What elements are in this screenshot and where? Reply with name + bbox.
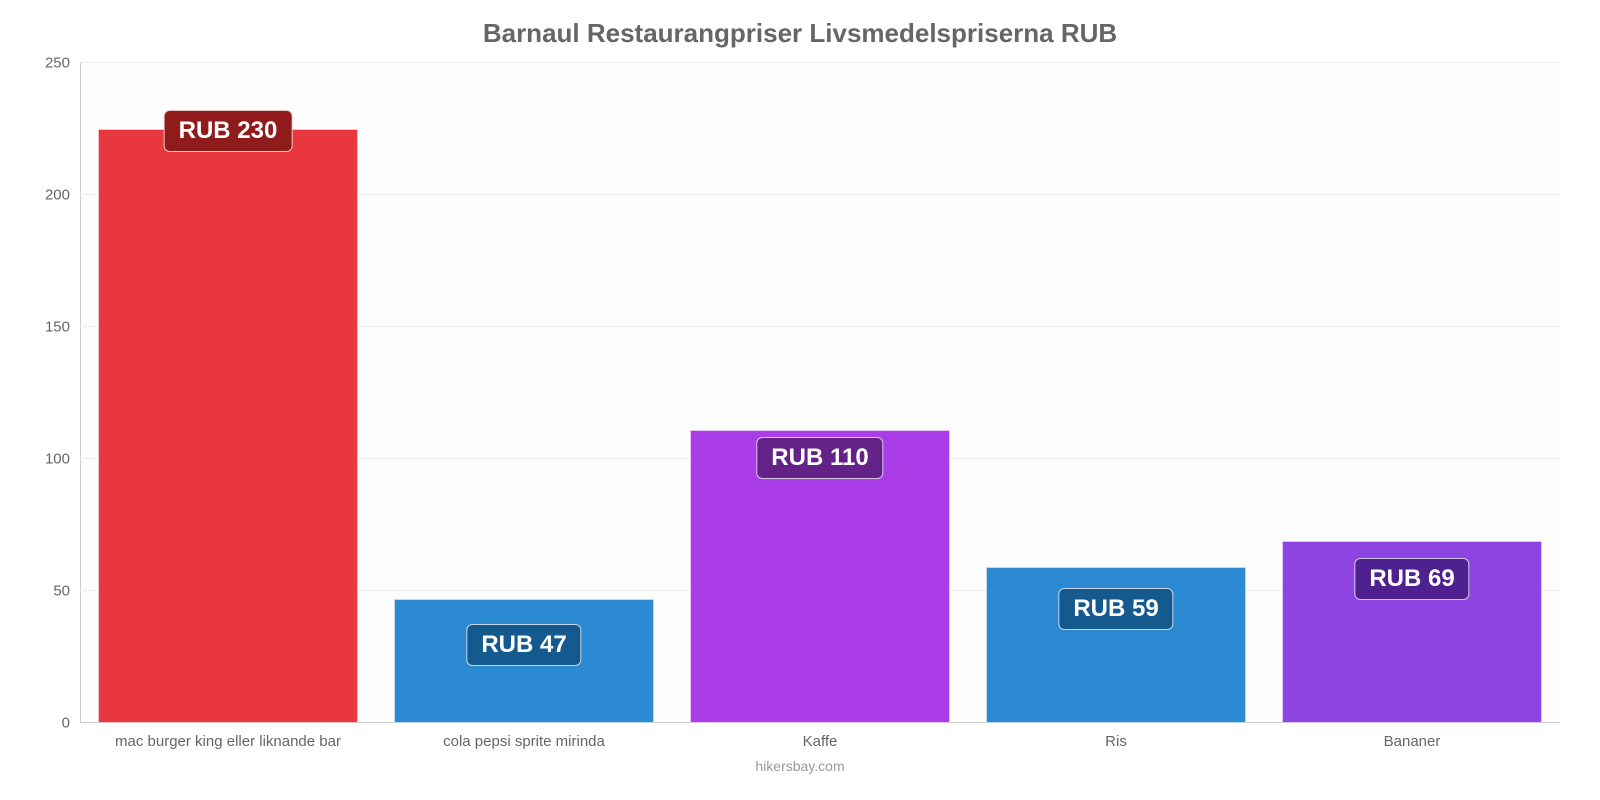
attribution-text: hikersbay.com	[20, 758, 1580, 774]
y-tick-label: 200	[45, 187, 80, 204]
y-tick-label: 250	[45, 55, 80, 72]
bar-slot: RUB 230	[80, 63, 376, 723]
bar: RUB 47	[394, 599, 654, 723]
value-badge: RUB 69	[1354, 558, 1469, 600]
x-tick-label: Kaffe	[672, 729, 968, 750]
bars-group: RUB 230 RUB 47 RUB 110 RUB 59 RUB 69	[80, 63, 1560, 723]
y-tick-label: 0	[62, 715, 80, 732]
bar-slot: RUB 47	[376, 63, 672, 723]
value-badge: RUB 110	[756, 437, 883, 479]
bar-slot: RUB 59	[968, 63, 1264, 723]
value-badge: RUB 47	[466, 624, 581, 666]
x-tick-label: cola pepsi sprite mirinda	[376, 729, 672, 750]
bar: RUB 59	[986, 567, 1246, 723]
plot-inner: 050100150200250 RUB 230RUB 47RUB 110RUB …	[80, 63, 1560, 723]
x-tick-label: Bananer	[1264, 729, 1560, 750]
bar: RUB 69	[1282, 541, 1542, 723]
x-tick-label: Ris	[968, 729, 1264, 750]
y-tick-label: 150	[45, 319, 80, 336]
bar-slot: RUB 69	[1264, 63, 1560, 723]
x-tick-label: mac burger king eller liknande bar	[80, 729, 376, 750]
bar: RUB 110	[690, 430, 950, 723]
y-tick-label: 50	[53, 583, 80, 600]
value-badge: RUB 230	[164, 110, 293, 152]
chart-title: Barnaul Restaurangpriser Livsmedelsprise…	[20, 18, 1580, 49]
bar-slot: RUB 110	[672, 63, 968, 723]
bar: RUB 230	[98, 129, 358, 723]
value-badge: RUB 59	[1058, 588, 1173, 630]
x-axis: mac burger king eller liknande barcola p…	[80, 729, 1560, 750]
plot-area: 050100150200250 RUB 230RUB 47RUB 110RUB …	[80, 63, 1560, 723]
chart-container: Barnaul Restaurangpriser Livsmedelsprise…	[0, 0, 1600, 800]
y-tick-label: 100	[45, 451, 80, 468]
